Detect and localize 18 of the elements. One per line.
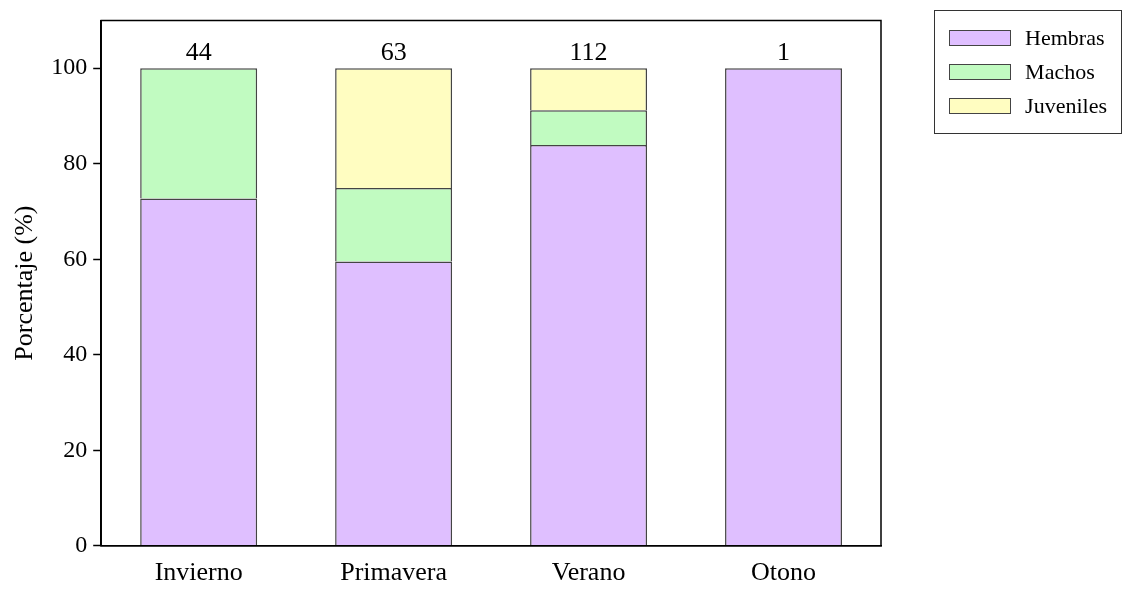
legend-label: Juveniles [1025, 93, 1107, 119]
legend-label: Hembras [1025, 25, 1105, 51]
annotation: 112 [569, 36, 608, 66]
y-axis-title: Porcentaje (%) [9, 205, 39, 361]
legend-label: Machos [1025, 59, 1095, 85]
x-tick-label: Invierno [154, 557, 243, 587]
x-tick-label: Otono [751, 557, 817, 587]
y-tick-label: 100 [51, 53, 88, 80]
annotation: 63 [380, 36, 407, 66]
y-tick-label: 40 [63, 340, 88, 367]
x-tick-label: Verano [551, 557, 626, 587]
x-tick-label: Primavera [340, 557, 448, 587]
y-tick-label: 80 [63, 148, 88, 175]
annotation: 44 [185, 36, 212, 66]
y-tick-label: 20 [63, 435, 88, 462]
annotation: 1 [777, 36, 791, 66]
y-tick-label: 60 [63, 244, 88, 271]
y-tick-label: 0 [75, 531, 88, 558]
